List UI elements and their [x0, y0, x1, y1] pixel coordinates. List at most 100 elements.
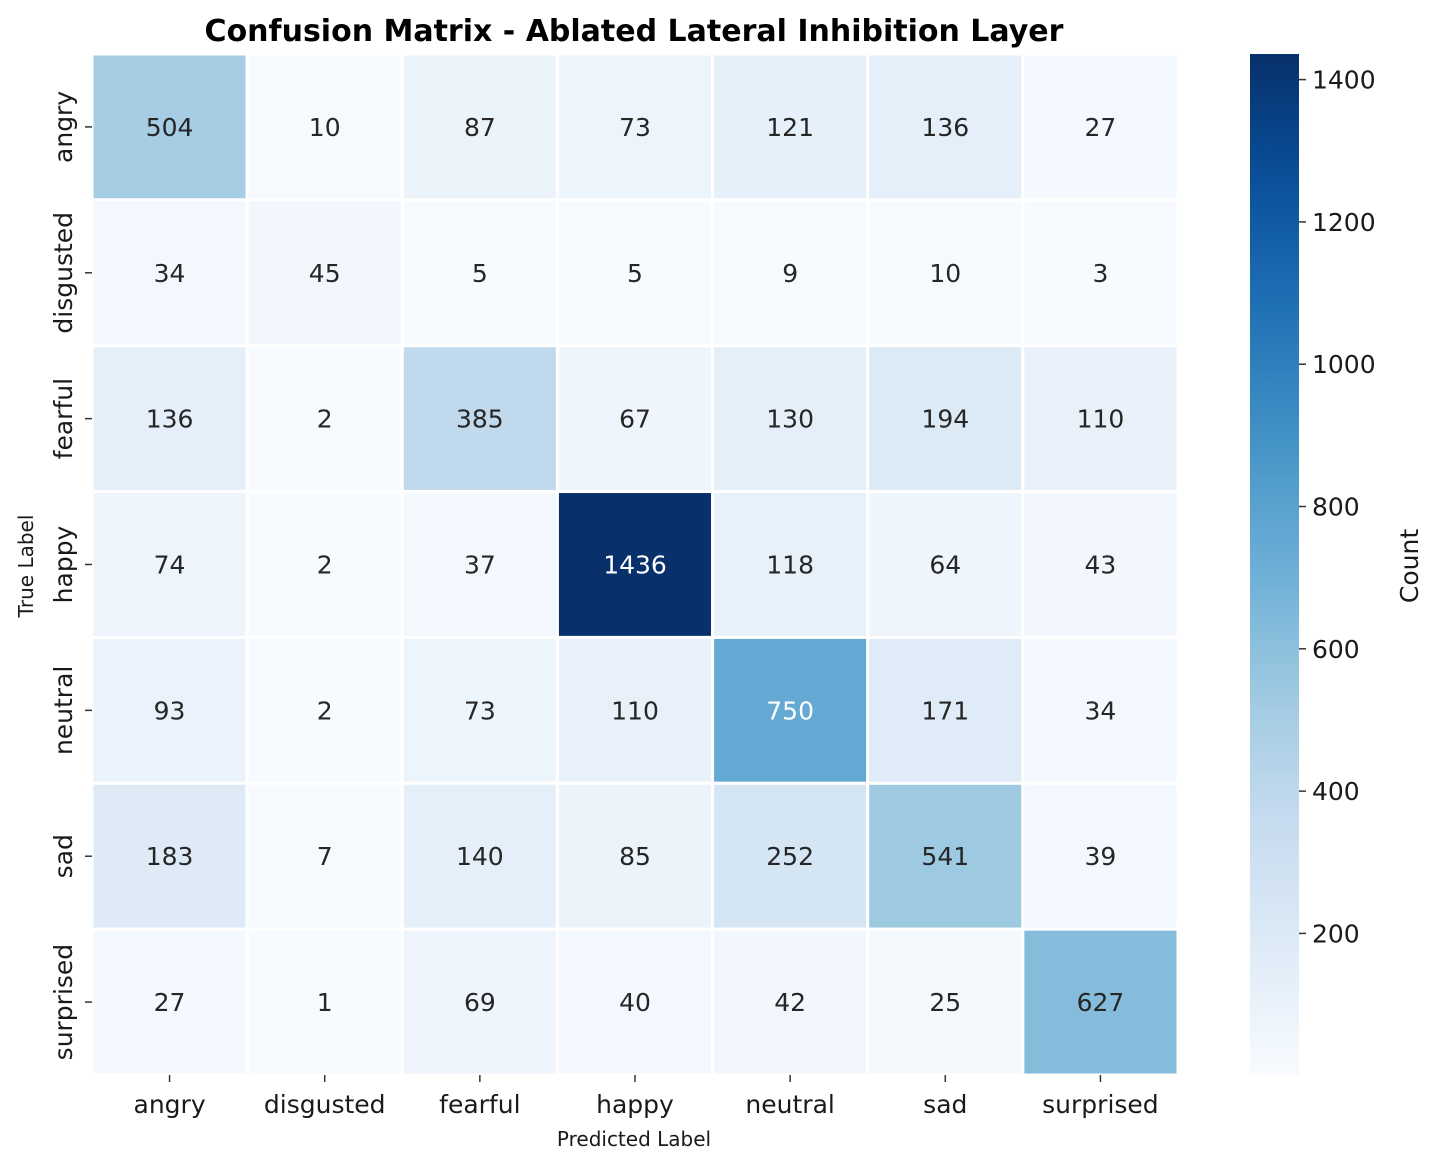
heatmap-cell	[711, 927, 870, 1077]
cell-value-label: 541	[921, 842, 969, 871]
cell-value-label: 194	[921, 405, 969, 434]
cell-value-label: 171	[921, 696, 969, 725]
heatmap-cell	[245, 490, 404, 639]
cell-value-label: 136	[146, 405, 194, 434]
heatmap-cell	[1021, 927, 1180, 1077]
colorbar: 200 400 600 800 1000 1200 1400 Count	[1250, 54, 1424, 1075]
colorbar-label: Count	[1395, 529, 1424, 603]
cell-value-label: 385	[456, 405, 504, 434]
heatmap-cell	[90, 490, 249, 639]
y-tick-label: sad	[49, 834, 78, 878]
heatmap-cell	[866, 490, 1025, 639]
cell-value-label: 110	[1077, 405, 1125, 434]
cell-value-label: 130	[766, 405, 814, 434]
cell-value-label: 37	[464, 551, 496, 580]
x-tick-label: disgusted	[264, 1090, 386, 1119]
cell-value-label: 40	[619, 988, 651, 1017]
heatmap-cell	[711, 198, 870, 348]
heatmap-cell	[555, 781, 715, 931]
cell-value-label: 45	[309, 259, 341, 288]
cell-value-label: 750	[766, 696, 814, 725]
cell-value-label: 1	[317, 988, 333, 1017]
cell-value-label: 25	[929, 988, 961, 1017]
cell-value-label: 627	[1077, 988, 1125, 1017]
cell-value-label: 2	[317, 696, 333, 725]
cell-value-label: 136	[921, 113, 969, 142]
colorbar-tick-label: 1400	[1312, 66, 1376, 95]
cell-value-label: 34	[154, 259, 186, 288]
heatmap-cell	[866, 927, 1025, 1077]
heatmap-cell	[90, 927, 249, 1077]
heatmap-cell	[1021, 490, 1180, 639]
colorbar-tick-label: 400	[1312, 777, 1360, 806]
heatmap-cell	[400, 198, 559, 348]
x-tick-labels: angry disgusted fearful happy neutral sad surp…	[134, 1075, 1159, 1119]
heatmap-cell	[711, 781, 870, 931]
cell-value-label: 1436	[603, 551, 667, 580]
heatmap-cell	[1021, 344, 1180, 494]
heatmap-cell	[555, 344, 715, 494]
x-tick-label: neutral	[745, 1090, 834, 1119]
x-tick-label: angry	[134, 1090, 206, 1119]
x-tick-label: sad	[923, 1090, 967, 1119]
y-tick-labels: angry disgusted fearful happy neutral sad surp…	[49, 91, 92, 1060]
x-tick-label: fearful	[439, 1090, 520, 1119]
cell-value-label: 252	[766, 842, 814, 871]
cell-value-label: 10	[929, 259, 961, 288]
cell-value-label: 39	[1085, 842, 1117, 871]
cell-value-label: 74	[154, 551, 186, 580]
cell-value-label: 73	[464, 696, 496, 725]
heatmap-cell	[90, 781, 249, 931]
cell-value-label: 118	[766, 551, 814, 580]
cell-value-label: 140	[456, 842, 504, 871]
colorbar-tick-label: 200	[1312, 919, 1360, 948]
y-tick-label: fearful	[49, 378, 78, 459]
colorbar-tick-label: 1200	[1312, 208, 1376, 237]
cell-value-label: 43	[1085, 551, 1117, 580]
cell-value-label: 67	[619, 405, 651, 434]
cell-value-label: 183	[146, 842, 194, 871]
heatmap-cell	[90, 52, 249, 202]
cell-value-label: 42	[774, 988, 806, 1017]
cell-value-label: 93	[154, 696, 186, 725]
cell-value-label: 87	[464, 113, 496, 142]
y-tick-label: angry	[49, 91, 78, 163]
colorbar-tick-label: 800	[1312, 493, 1360, 522]
heatmap-cell	[245, 52, 404, 202]
cell-value-label: 27	[1085, 113, 1117, 142]
heatmap-cell	[245, 781, 404, 931]
cell-value-label: 27	[154, 988, 186, 1017]
heatmap-cell	[866, 344, 1025, 494]
x-axis-label: Predicted Label	[557, 1127, 711, 1151]
colorbar-ticks: 200 400 600 800 1000 1200 1400	[1299, 66, 1376, 948]
heatmap-cell	[711, 344, 870, 494]
cell-value-label: 64	[929, 551, 961, 580]
cell-value-label: 121	[766, 113, 814, 142]
cell-value-label: 7	[317, 842, 333, 871]
x-tick-label: happy	[596, 1090, 674, 1119]
cell-value-label: 85	[619, 842, 651, 871]
heatmap-cell	[400, 344, 559, 494]
heatmap-cell	[866, 52, 1025, 202]
cell-value-label: 3	[1092, 259, 1108, 288]
cell-value-label: 2	[317, 405, 333, 434]
heatmap-cell	[245, 344, 404, 494]
y-tick-label: neutral	[49, 666, 78, 755]
heatmap-cell	[400, 635, 559, 785]
cell-value-label: 9	[782, 259, 798, 288]
colorbar-tick-label: 1000	[1312, 350, 1376, 379]
x-tick-label: surprised	[1042, 1090, 1159, 1119]
cell-value-label: 69	[464, 988, 496, 1017]
cell-value-label: 10	[309, 113, 341, 142]
heatmap-cell	[555, 927, 715, 1077]
cell-value-label: 5	[472, 259, 488, 288]
y-axis-label: True Label	[14, 515, 38, 619]
cell-value-label: 34	[1085, 696, 1117, 725]
chart-title: Confusion Matrix - Ablated Lateral Inhib…	[205, 14, 1064, 49]
cell-value-label: 2	[317, 551, 333, 580]
heatmap-cell	[400, 52, 559, 202]
cell-value-label: 5	[627, 259, 643, 288]
